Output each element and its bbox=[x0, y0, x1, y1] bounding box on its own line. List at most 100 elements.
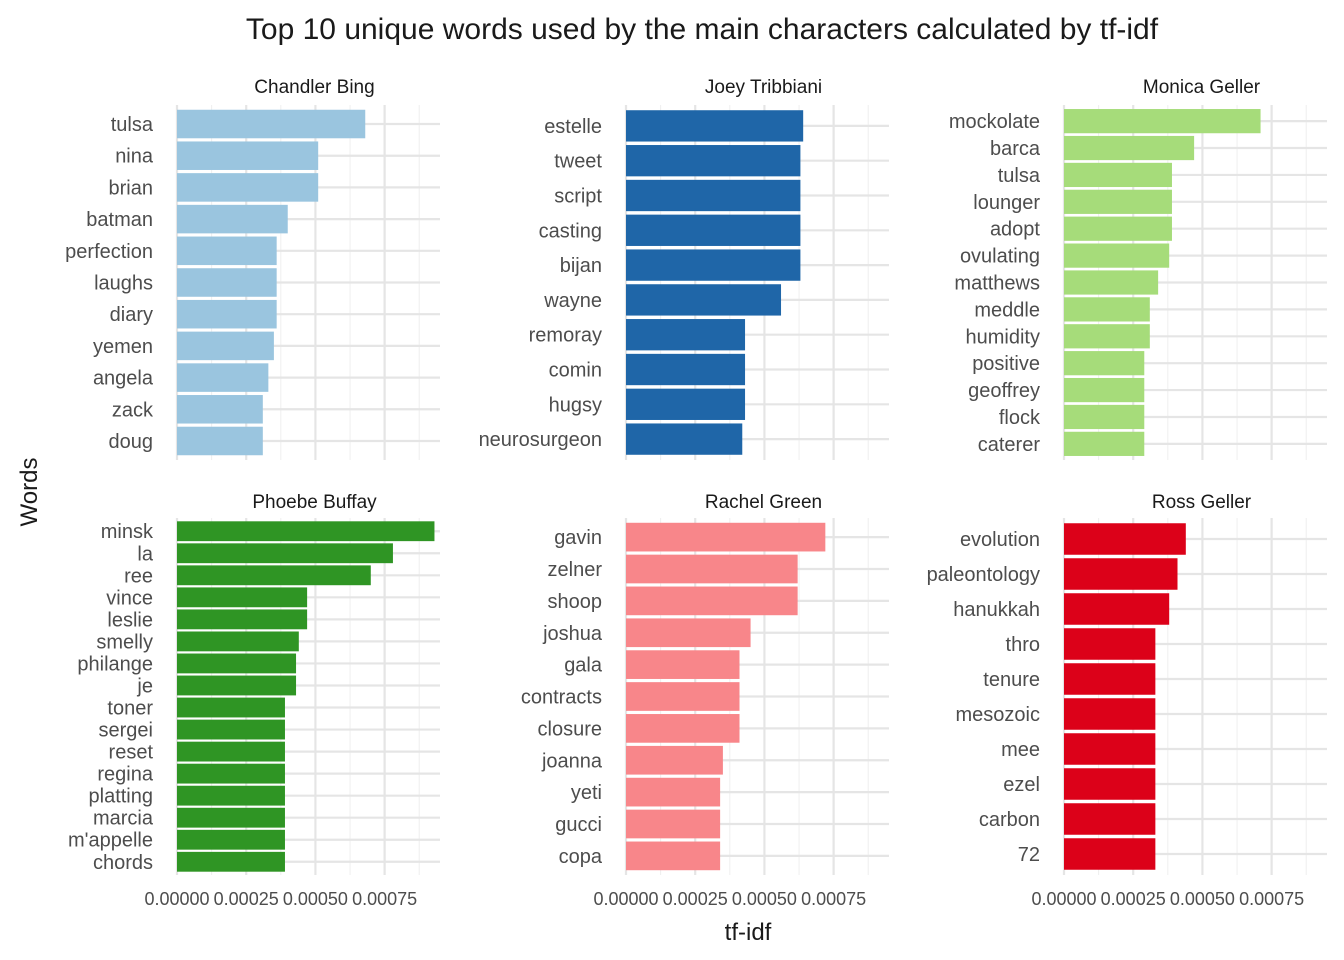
bar bbox=[626, 284, 782, 316]
y-tick-label: regina bbox=[97, 764, 153, 786]
y-tick-label: tulsa bbox=[998, 165, 1041, 187]
x-tick-label: 0.00050 bbox=[732, 889, 797, 909]
y-tick-label: script bbox=[554, 185, 602, 207]
bar bbox=[1064, 243, 1170, 268]
y-tick-label: remoray bbox=[529, 325, 602, 347]
y-tick-label: geoffrey bbox=[968, 380, 1040, 402]
bar bbox=[1064, 377, 1145, 403]
y-tick-label: mee bbox=[1001, 739, 1040, 761]
bar bbox=[626, 179, 801, 212]
x-tick-label: 0.00025 bbox=[663, 889, 728, 909]
bar bbox=[626, 618, 751, 648]
y-tick-label: ree bbox=[124, 565, 153, 587]
y-tick-label: shoop bbox=[548, 591, 603, 613]
bar bbox=[1064, 628, 1156, 660]
y-tick-label: toner bbox=[107, 698, 153, 720]
y-tick-label: diary bbox=[110, 304, 153, 326]
y-tick-label: doug bbox=[109, 431, 154, 453]
bar bbox=[1064, 838, 1156, 870]
x-tick-label: 0.00000 bbox=[144, 889, 209, 909]
y-tick-label: mesozoic bbox=[956, 704, 1040, 726]
y-tick-label: positive bbox=[972, 353, 1040, 375]
y-tick-label: lounger bbox=[973, 192, 1040, 214]
bar bbox=[626, 586, 798, 616]
bar bbox=[626, 714, 740, 743]
bar bbox=[1064, 162, 1172, 188]
x-axis-label: tf-idf bbox=[725, 919, 772, 946]
bar bbox=[177, 109, 366, 139]
y-tick-label: bijan bbox=[560, 255, 602, 277]
bar bbox=[177, 719, 285, 740]
bar bbox=[1064, 297, 1150, 322]
bar bbox=[177, 653, 297, 674]
y-tick-label: comin bbox=[549, 360, 602, 382]
bar bbox=[177, 173, 319, 202]
x-tick-label: 0.00025 bbox=[214, 889, 279, 909]
bar bbox=[177, 675, 297, 696]
y-tick-label: je bbox=[136, 675, 153, 697]
x-tick-label: 0.00050 bbox=[283, 889, 348, 909]
y-tick-label: evolution bbox=[960, 529, 1040, 551]
facet-title: Ross Geller bbox=[1152, 492, 1252, 513]
bar bbox=[177, 851, 285, 872]
bar bbox=[177, 236, 277, 266]
y-tick-label: smelly bbox=[96, 631, 153, 653]
facet-joey-tribbiani: Joey Tribbiani estelle tweet script casting b… bbox=[479, 77, 889, 460]
bar bbox=[626, 145, 801, 177]
bar bbox=[177, 331, 274, 361]
y-tick-label: adopt bbox=[990, 219, 1040, 241]
bar bbox=[1064, 135, 1195, 161]
bar bbox=[177, 631, 299, 652]
bar bbox=[626, 777, 721, 807]
y-tick-label: mockolate bbox=[949, 111, 1040, 133]
bar bbox=[177, 426, 263, 456]
x-tick-label: 0.00000 bbox=[1031, 889, 1096, 909]
bar bbox=[626, 249, 801, 281]
y-tick-label: neurosurgeon bbox=[479, 429, 602, 451]
facet-chandler-bing: Chandler Bing tulsa nina brian batman perfect… bbox=[65, 77, 440, 460]
facet-title: Joey Tribbiani bbox=[705, 77, 822, 98]
y-tick-label: hanukkah bbox=[953, 599, 1040, 621]
y-tick-label: thro bbox=[1006, 634, 1040, 656]
facet-title: Phoebe Buffay bbox=[252, 492, 377, 513]
bar bbox=[177, 741, 285, 762]
bar bbox=[626, 650, 740, 679]
bar bbox=[177, 565, 371, 586]
y-tick-label: caterer bbox=[978, 434, 1041, 456]
y-tick-label: estelle bbox=[544, 116, 602, 138]
y-tick-label: casting bbox=[539, 220, 602, 242]
y-tick-label: tweet bbox=[554, 151, 602, 173]
y-tick-label: contracts bbox=[521, 687, 602, 709]
bar bbox=[1064, 698, 1156, 730]
y-tick-label: minsk bbox=[101, 521, 154, 543]
y-tick-label: carbon bbox=[979, 809, 1040, 831]
bar bbox=[1064, 109, 1261, 134]
x-tick-label: 0.00050 bbox=[1170, 889, 1235, 909]
y-tick-label: leslie bbox=[107, 609, 153, 631]
bar bbox=[626, 745, 723, 775]
facet-panels: Chandler Bing tulsa nina brian batman perfect… bbox=[65, 77, 1327, 909]
bar bbox=[626, 388, 746, 420]
y-tick-label: 72 bbox=[1018, 844, 1040, 866]
y-tick-label: tenure bbox=[983, 669, 1040, 691]
y-tick-label: joshua bbox=[542, 623, 603, 645]
bar bbox=[177, 543, 393, 564]
bar bbox=[177, 395, 263, 424]
bar bbox=[1064, 663, 1156, 695]
y-tick-label: tulsa bbox=[111, 114, 154, 136]
bar bbox=[626, 319, 746, 351]
y-tick-label: chords bbox=[93, 852, 153, 874]
y-tick-label: angela bbox=[93, 368, 154, 390]
y-tick-label: yemen bbox=[93, 336, 153, 358]
y-tick-label: closure bbox=[538, 718, 602, 740]
facet-title: Monica Geller bbox=[1143, 77, 1261, 98]
y-tick-label: brian bbox=[109, 177, 153, 199]
y-tick-label: zelner bbox=[548, 559, 603, 581]
facet-rachel-green: Rachel Green gavin zelner shoop joshua gala co… bbox=[521, 492, 889, 909]
bar bbox=[1064, 189, 1172, 214]
bar bbox=[177, 204, 288, 234]
bar bbox=[177, 829, 285, 850]
bar bbox=[626, 353, 746, 386]
bar bbox=[177, 521, 435, 542]
